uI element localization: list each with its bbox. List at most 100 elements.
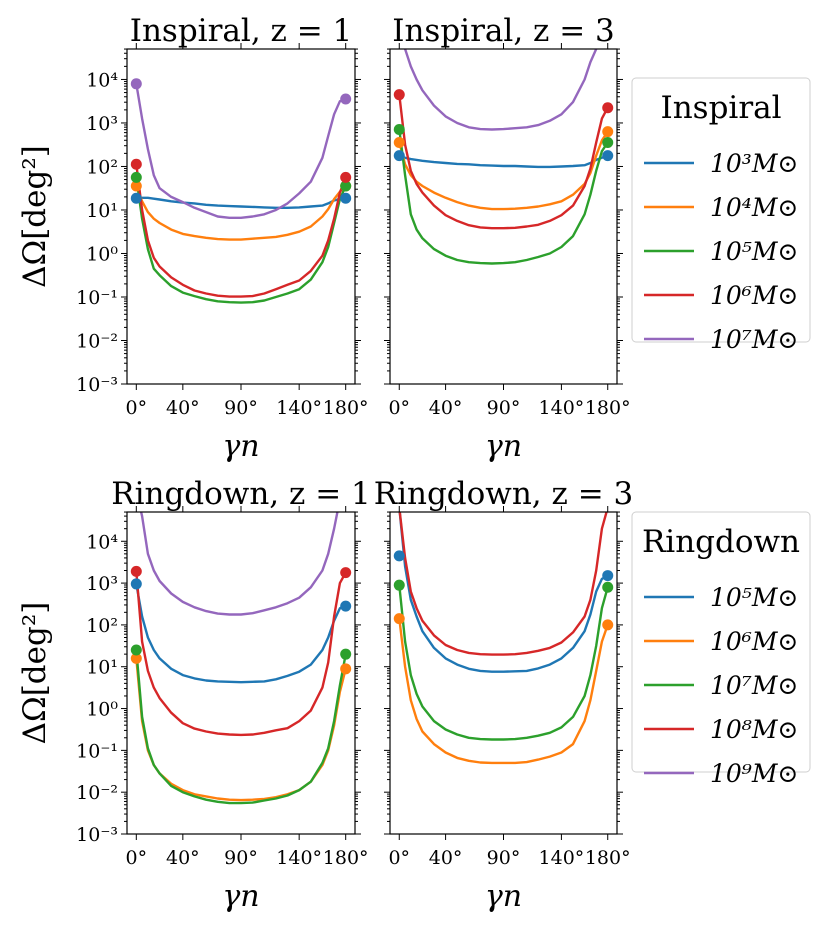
marker-end-1 <box>340 663 352 675</box>
y-tick-label: 10⁰ <box>86 699 118 721</box>
x-axis-label: γn <box>222 429 259 464</box>
legend-label-3: 10⁶M⊙ <box>710 281 798 310</box>
x-tick-label: 180° <box>323 397 369 419</box>
legend-ringdown: Ringdown 10⁵M⊙ 10⁶M⊙ 10⁷M⊙ 10⁸M⊙ 10⁹M⊙ <box>631 511 811 788</box>
x-axis-label: γn <box>485 879 522 914</box>
x-tick-label: 180° <box>585 397 631 419</box>
y-axis <box>384 48 623 385</box>
x-tick-label: 0° <box>126 847 148 869</box>
legend-label-0: 10⁵M⊙ <box>710 583 798 612</box>
panel-1-1: 0° 40° 90° 140° 180° γn Ringdown, z = 3 <box>374 476 634 914</box>
panel-title: Ringdown, z = 3 <box>374 476 634 512</box>
y-tick-label: 10⁴ <box>86 69 118 91</box>
series-line-2 <box>398 585 609 741</box>
x-axis-label: γn <box>485 429 522 464</box>
x-tick-label: 40° <box>429 847 463 869</box>
legend-label-2: 10⁵M⊙ <box>710 237 798 266</box>
series-line-2 <box>135 649 347 805</box>
x-tick-label: 40° <box>166 397 200 419</box>
series-markers <box>393 550 614 631</box>
x-tick-label: 140° <box>539 397 585 419</box>
marker-start-2 <box>130 171 142 183</box>
marker-end-0 <box>602 150 614 162</box>
y-tick-label: 10⁰ <box>86 243 118 265</box>
y-axis-label: ΔΩ[deg²] <box>17 602 53 745</box>
marker-start-4 <box>130 78 142 90</box>
marker-end-3 <box>340 171 352 183</box>
x-tick-label: 90° <box>224 397 258 419</box>
x-tick-label: 140° <box>276 847 322 869</box>
legend-frame <box>631 511 811 773</box>
marker-start-0 <box>393 150 405 162</box>
panel-title: Inspiral, z = 1 <box>130 13 353 49</box>
legend-label-4: 10⁷M⊙ <box>710 325 798 354</box>
x-tick-label: 40° <box>166 847 200 869</box>
x-axis: 0° 40° 90° 140° 180° <box>126 506 369 869</box>
marker-start-1 <box>130 652 142 664</box>
x-tick-label: 90° <box>487 847 521 869</box>
axis-frame <box>126 511 356 835</box>
row-ringdown: 10⁻³ 10⁻² 10⁻¹ 10⁰ 10¹ 10² 10³ 10⁴ ΔΩ[deg²] 0° 40°… <box>17 476 811 914</box>
series-line-3 <box>398 94 609 230</box>
axis-frame <box>389 511 618 835</box>
legend-label-1: 10⁴M⊙ <box>710 193 798 222</box>
series-lines <box>135 83 347 304</box>
x-tick-label: 0° <box>388 847 410 869</box>
x-axis: 0° 40° 90° 140° 180° <box>126 43 369 419</box>
marker-end-2 <box>602 581 614 593</box>
y-tick-label: 10⁻³ <box>76 374 118 396</box>
marker-end-1 <box>602 126 614 138</box>
series-markers <box>130 78 352 204</box>
y-tick-label: 10³ <box>86 113 118 135</box>
panel-title: Inspiral, z = 3 <box>392 13 615 49</box>
marker-start-2 <box>130 644 142 656</box>
y-tick-label: 10⁻¹ <box>76 287 118 309</box>
marker-end-2 <box>340 180 352 192</box>
y-tick-label: 10¹ <box>86 200 118 222</box>
y-tick-label: 10⁴ <box>86 531 118 553</box>
series-line-2 <box>398 129 609 265</box>
y-axis: 10⁻³ 10⁻² 10⁻¹ 10⁰ 10¹ 10² 10³ 10⁴ <box>76 48 361 396</box>
series-markers <box>130 565 352 675</box>
panel-0-1: 0° 40° 90° 140° 180° γn Inspiral, z = 3 <box>384 13 631 464</box>
legend-label-1: 10⁶M⊙ <box>710 627 798 656</box>
y-axis: 10⁻³ 10⁻² 10⁻¹ 10⁰ 10¹ 10² 10³ 10⁴ <box>76 511 361 846</box>
y-tick-label: 10² <box>86 615 118 637</box>
legend-inspiral: Inspiral 10³M⊙ 10⁴M⊙ 10⁵M⊙ 10⁶M⊙ 10⁷M⊙ <box>631 77 811 354</box>
y-tick-label: 10² <box>86 156 118 178</box>
marker-end-3 <box>602 102 614 114</box>
x-axis: 0° 40° 90° 140° 180° <box>388 506 631 869</box>
marker-end-0 <box>602 570 614 582</box>
y-tick-label: 10⁻¹ <box>76 740 118 762</box>
series-line-1 <box>135 658 347 802</box>
marker-start-1 <box>393 613 405 625</box>
x-tick-label: 40° <box>429 397 463 419</box>
legend-title: Ringdown <box>642 524 800 560</box>
legend-label-3: 10⁸M⊙ <box>710 715 798 744</box>
marker-start-0 <box>393 550 405 562</box>
panel-0-0: 10⁻³ 10⁻² 10⁻¹ 10⁰ 10¹ 10² 10³ 10⁴ ΔΩ[deg²] 0° 40°… <box>17 13 369 464</box>
panel-1-0: 10⁻³ 10⁻² 10⁻¹ 10⁰ 10¹ 10² 10³ 10⁴ ΔΩ[deg²] 0° 40°… <box>17 476 371 914</box>
y-tick-label: 10³ <box>86 573 118 595</box>
series-line-3 <box>135 571 347 737</box>
series-line-0 <box>136 196 346 209</box>
marker-start-1 <box>393 137 405 149</box>
marker-start-0 <box>130 578 142 590</box>
marker-start-3 <box>130 158 142 170</box>
panel-title: Ringdown, z = 1 <box>111 476 371 512</box>
series-markers <box>393 89 614 162</box>
x-tick-label: 0° <box>126 397 148 419</box>
marker-start-2 <box>393 123 405 135</box>
x-axis: 0° 40° 90° 140° 180° <box>388 43 631 419</box>
y-tick-label: 10⁻² <box>76 782 118 804</box>
x-tick-label: 180° <box>585 847 631 869</box>
marker-end-0 <box>340 192 352 204</box>
series-line-4 <box>135 83 347 219</box>
marker-start-3 <box>393 89 405 101</box>
legend-label-0: 10³M⊙ <box>710 149 798 178</box>
marker-start-3 <box>130 565 142 577</box>
marker-start-0 <box>130 192 142 204</box>
marker-start-2 <box>393 579 405 591</box>
series-lines <box>398 49 609 265</box>
series-line-4 <box>139 512 339 616</box>
